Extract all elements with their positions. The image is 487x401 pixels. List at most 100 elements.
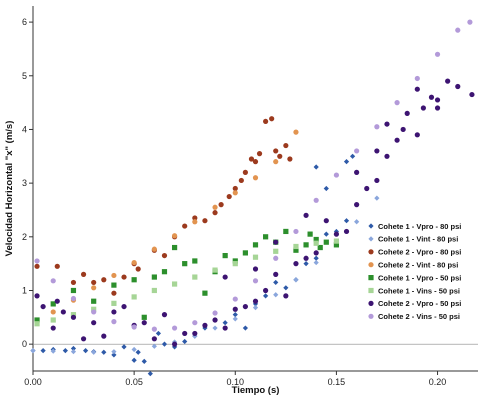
y-tick-label: 0: [22, 339, 27, 349]
x-tick-label: 0.20: [429, 377, 447, 387]
data-point: [192, 258, 198, 264]
data-point: [70, 345, 77, 352]
data-point: [273, 279, 279, 286]
data-point: [141, 320, 147, 326]
data-point: [434, 105, 441, 111]
series-3: [34, 116, 293, 296]
data-point: [273, 148, 279, 154]
data-point: [155, 330, 162, 337]
data-point: [218, 202, 224, 208]
data-point: [354, 169, 360, 175]
data-point: [141, 314, 147, 320]
data-point: [252, 298, 259, 304]
data-point: [283, 285, 289, 291]
data-point: [131, 357, 137, 363]
data-point: [111, 309, 117, 315]
data-point: [273, 248, 279, 254]
data-point: [101, 349, 107, 355]
data-point: [414, 75, 420, 82]
data-point: [50, 301, 56, 307]
data-point: [182, 223, 188, 229]
data-point: [135, 266, 141, 272]
data-point: [293, 261, 299, 267]
data-point: [121, 303, 127, 310]
legend: Cohete 1 - Vpro - 80 psi Cohete 1 - Vint …: [368, 222, 461, 321]
data-point: [151, 274, 157, 280]
data-point: [70, 314, 77, 320]
y-tick-label: 6: [22, 17, 27, 27]
data-point: [212, 204, 218, 210]
data-point: [323, 231, 329, 237]
data-point: [313, 240, 319, 246]
data-point: [34, 317, 40, 323]
data-point: [313, 164, 319, 170]
data-point: [343, 228, 350, 235]
data-point: [34, 263, 40, 269]
data-point: [273, 271, 279, 277]
data-point: [232, 261, 238, 267]
data-points: [30, 19, 475, 377]
data-point: [343, 218, 350, 224]
data-point: [91, 349, 97, 355]
data-point: [131, 277, 137, 283]
data-point: [303, 212, 309, 218]
data-point: [333, 228, 340, 235]
y-tick-label: 5: [22, 71, 27, 81]
data-point: [222, 325, 228, 331]
data-point: [111, 290, 117, 296]
data-point: [293, 277, 299, 283]
data-point: [263, 234, 269, 240]
data-point: [374, 195, 380, 201]
data-point: [192, 215, 198, 221]
data-point: [313, 236, 319, 243]
data-point: [428, 94, 435, 100]
data-point: [303, 261, 309, 267]
data-point: [323, 218, 329, 224]
data-point: [394, 137, 400, 143]
data-point: [343, 159, 350, 165]
y-tick-label: 2: [22, 232, 27, 242]
data-point: [232, 190, 238, 196]
data-point: [212, 310, 218, 316]
data-point: [323, 185, 329, 192]
data-point: [30, 348, 36, 354]
data-point: [161, 269, 168, 275]
data-point: [323, 239, 329, 245]
data-point: [333, 238, 340, 244]
data-point: [226, 193, 232, 200]
data-point: [111, 319, 117, 325]
data-point: [232, 312, 238, 318]
data-point: [50, 317, 56, 323]
data-point: [192, 330, 198, 337]
data-point: [212, 267, 218, 273]
legend-label: Cohete 1 - Vpro - 80 psi: [378, 222, 461, 231]
data-point: [293, 243, 299, 250]
data-point: [54, 263, 60, 269]
data-point: [273, 292, 279, 298]
data-point: [70, 287, 77, 294]
data-point: [171, 244, 178, 251]
data-point: [283, 142, 289, 149]
data-point: [293, 129, 299, 135]
data-point: [40, 348, 46, 354]
data-point: [354, 202, 360, 208]
data-point: [101, 333, 107, 339]
data-point: [171, 325, 178, 331]
data-point: [212, 325, 218, 331]
data-point: [242, 303, 248, 310]
data-point: [222, 274, 228, 280]
legend-marker: [368, 262, 374, 268]
data-point: [50, 309, 56, 315]
legend-label: Cohete 1 - Vpro - 50 psi: [378, 273, 461, 282]
data-point: [151, 343, 157, 349]
data-point: [192, 320, 198, 326]
data-point: [252, 159, 259, 165]
data-point: [40, 303, 46, 310]
data-point: [171, 233, 178, 239]
legend-label: Cohete 2 - Vpro - 50 psi: [378, 299, 461, 308]
data-point: [131, 259, 137, 266]
data-point: [131, 324, 137, 330]
data-point: [445, 78, 451, 84]
data-point: [242, 169, 248, 175]
data-point: [394, 100, 400, 106]
